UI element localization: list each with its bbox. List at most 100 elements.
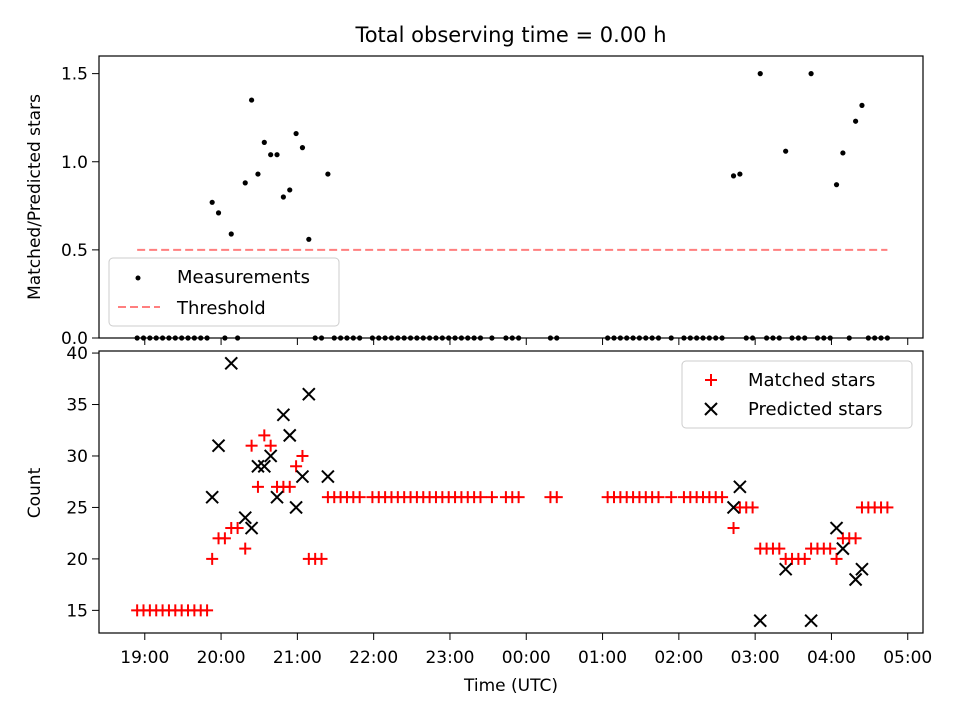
- measurement-point: [840, 150, 846, 156]
- matched-star-point: [283, 480, 296, 493]
- predicted-star-point: [238, 511, 252, 525]
- bottom-y-axis-label: Count: [25, 467, 45, 518]
- predicted-star-point: [289, 500, 303, 515]
- bottom-y-tick-label: 40: [66, 344, 88, 364]
- top-plot-marks: [134, 71, 890, 341]
- top-y-tick-label: 0.5: [61, 241, 88, 261]
- matched-star-point: [727, 522, 740, 535]
- measurement-point: [242, 180, 248, 186]
- legend-predicted-label: Predicted stars: [748, 399, 882, 420]
- bottom-y-tick-label: 35: [66, 396, 88, 416]
- matched-star-point: [881, 501, 894, 514]
- bottom-y-tick-label: 25: [66, 498, 88, 518]
- x-tick-label: 04:00: [807, 648, 856, 668]
- bottom-x-axis-label: Time (UTC): [463, 676, 558, 696]
- bottom-y-tick-label: 15: [66, 601, 88, 621]
- measurement-point: [228, 231, 234, 237]
- matched-star-point: [353, 491, 366, 504]
- x-tick-label: 23:00: [425, 648, 474, 668]
- predicted-star-point: [283, 428, 297, 443]
- predicted-star-point: [778, 562, 793, 576]
- predicted-star-point: [733, 480, 747, 494]
- x-tick-label: 00:00: [502, 648, 551, 668]
- matched-star-point: [485, 491, 498, 504]
- matched-star-point: [264, 439, 277, 452]
- predicted-star-point: [848, 572, 863, 587]
- predicted-star-point: [205, 490, 219, 504]
- measurement-point: [833, 182, 840, 188]
- predicted-star-point: [270, 490, 284, 504]
- measurement-point: [261, 139, 267, 145]
- predicted-star-point: [753, 613, 767, 628]
- legend-threshold-label: Threshold: [176, 298, 266, 319]
- predicted-star-point: [302, 387, 316, 401]
- x-tick-label: 21:00: [273, 648, 322, 668]
- matched-star-point: [206, 552, 219, 565]
- x-tick-label: 02:00: [654, 648, 703, 668]
- x-tick-label: 19:00: [120, 648, 169, 668]
- x-tick-label: 03:00: [731, 648, 780, 668]
- top-plot-frame: [98, 55, 924, 339]
- measurement-point: [757, 71, 763, 77]
- matched-star-point: [258, 429, 271, 442]
- matched-star-point: [474, 491, 487, 504]
- predicted-star-point: [829, 521, 844, 535]
- bottom-x-ticks: 19:00 20:00 21:00 22:00 23:00 00:00 01:00 02:00…: [120, 633, 932, 668]
- measurement-point: [325, 171, 331, 177]
- matched-star-point: [550, 491, 563, 504]
- predicted-star-point: [257, 459, 272, 473]
- matched-star-point: [296, 449, 309, 462]
- predicted-star-point: [276, 408, 291, 422]
- top-y-tick-label: 1.5: [61, 65, 88, 85]
- bottom-panel: Count Time (UTC) 15 20 25 30 35 40 19:00 20:00…: [25, 344, 932, 696]
- measurement-point: [853, 118, 859, 124]
- predicted-star-point: [244, 521, 259, 535]
- predicted-star-point: [263, 449, 278, 463]
- top-y-tick-label: 1.0: [61, 153, 88, 173]
- matched-star-point: [798, 552, 811, 565]
- bottom-plot-marks: [131, 356, 894, 628]
- bottom-legend: Matched stars Predicted stars: [681, 360, 913, 429]
- measurement-point: [730, 173, 737, 179]
- measurement-point: [287, 187, 293, 193]
- matched-star-point: [239, 542, 252, 555]
- legend-matched-label: Matched stars: [748, 370, 875, 391]
- measurement-point: [280, 194, 286, 200]
- matched-star-point: [773, 542, 786, 555]
- measurement-point: [859, 102, 865, 108]
- predicted-star-point: [321, 469, 335, 484]
- top-panel: Total observing time = 0.00 h Matched/Pr…: [25, 23, 924, 349]
- measurement-point: [209, 199, 215, 205]
- x-tick-label: 05:00: [883, 648, 932, 668]
- bottom-legend-box: [681, 360, 913, 429]
- matched-star-point: [665, 491, 678, 504]
- top-legend-box: [108, 257, 340, 327]
- measurement-point: [248, 97, 255, 103]
- legend-predicted-marker: [704, 402, 718, 416]
- measurement-point: [268, 152, 274, 158]
- measurement-point: [306, 236, 312, 242]
- bottom-y-tick-label: 20: [66, 550, 88, 570]
- predicted-star-point: [295, 469, 310, 484]
- x-tick-label: 01:00: [578, 648, 627, 668]
- top-legend: Measurements Threshold: [108, 257, 340, 327]
- matched-star-point: [824, 542, 837, 555]
- matched-star-point: [315, 552, 328, 565]
- predicted-star-point: [726, 500, 741, 515]
- matched-star-point: [251, 480, 264, 493]
- measurement-point: [215, 210, 222, 216]
- x-tick-label: 20:00: [197, 648, 246, 668]
- legend-matched-marker: [705, 374, 717, 386]
- predicted-star-point: [251, 459, 265, 473]
- predicted-star-point: [804, 613, 818, 628]
- predicted-star-point: [855, 562, 869, 576]
- matched-star-point: [716, 491, 729, 504]
- matched-star-point: [231, 522, 244, 535]
- measurement-point: [255, 171, 261, 177]
- bottom-y-tick-label: 30: [66, 447, 88, 467]
- matched-star-point: [849, 532, 862, 545]
- measurement-point: [808, 71, 814, 77]
- top-y-tick-label: 0.0: [61, 329, 88, 349]
